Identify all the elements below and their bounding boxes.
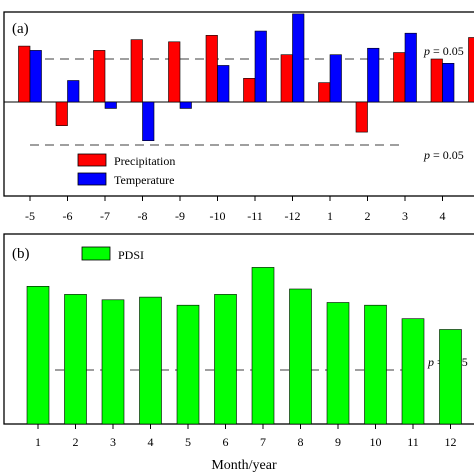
pdsi-bar bbox=[176, 304, 200, 425]
panel-b-frame bbox=[3, 233, 474, 425]
legend-swatch-pdsi bbox=[81, 246, 111, 261]
x-tick-label: -7 bbox=[100, 209, 110, 223]
significance-label: p = 0.05 bbox=[423, 44, 464, 58]
pdsi-bar bbox=[26, 285, 50, 425]
precipitation-bar bbox=[205, 35, 218, 103]
precipitation-bar bbox=[355, 101, 368, 133]
precipitation-bar bbox=[130, 39, 143, 103]
x-tick-label: -11 bbox=[247, 209, 263, 223]
temperature-bar bbox=[217, 65, 230, 103]
x-tick-label: 8 bbox=[298, 435, 304, 449]
x-tick-label: -12 bbox=[285, 209, 301, 223]
x-tick-label: 12 bbox=[445, 435, 457, 449]
x-tick-label: 5 bbox=[185, 435, 191, 449]
legend-swatch-temperature bbox=[77, 172, 107, 186]
precipitation-bar bbox=[430, 58, 443, 103]
precipitation-bar bbox=[393, 52, 406, 103]
temperature-bar bbox=[67, 80, 80, 103]
x-tick-label: 10 bbox=[370, 435, 382, 449]
x-tick-label: -8 bbox=[138, 209, 148, 223]
x-tick-label: -9 bbox=[175, 209, 185, 223]
pdsi-bar bbox=[251, 267, 275, 425]
x-tick-label: 3 bbox=[402, 209, 408, 223]
precipitation-bar bbox=[280, 54, 293, 103]
significance-label: p = 0.05 bbox=[423, 148, 464, 162]
temperature-bar bbox=[142, 101, 155, 142]
x-tick-label: -5 bbox=[25, 209, 35, 223]
legend-swatch-precipitation bbox=[77, 153, 107, 167]
x-tick-label: 2 bbox=[73, 435, 79, 449]
precipitation-bar bbox=[18, 45, 31, 103]
temperature-bar bbox=[329, 54, 342, 103]
panel-a-frame bbox=[3, 11, 474, 197]
precipitation-bar bbox=[168, 41, 181, 103]
x-tick-label: -6 bbox=[63, 209, 73, 223]
temperature-bar bbox=[442, 62, 455, 103]
x-tick-label: 9 bbox=[335, 435, 341, 449]
x-tick-label: 4 bbox=[148, 435, 154, 449]
temperature-bar bbox=[29, 50, 42, 103]
panel-a: (a) p = 0.05 p = 0.05 Precipitation Tempe… bbox=[3, 11, 474, 223]
temperature-bar bbox=[179, 101, 192, 109]
pdsi-bar bbox=[364, 304, 387, 425]
pdsi-bar bbox=[64, 294, 87, 425]
panel-b-label: (b) bbox=[12, 246, 30, 262]
panel-a-legend: Precipitation Temperature bbox=[77, 153, 175, 187]
legend-label-temperature: Temperature bbox=[114, 173, 174, 187]
temperature-bar bbox=[104, 101, 117, 109]
pdsi-bar bbox=[326, 302, 350, 425]
pdsi-bar bbox=[439, 329, 462, 425]
precipitation-bar bbox=[318, 82, 331, 103]
temperature-bar bbox=[404, 32, 417, 103]
precipitation-bar bbox=[93, 50, 106, 103]
precipitation-bar bbox=[55, 101, 68, 126]
x-tick-label: 3 bbox=[110, 435, 116, 449]
panel-b-legend: PDSI bbox=[81, 246, 144, 262]
x-tick-label: 7 bbox=[260, 435, 266, 449]
x-tick-label: 11 bbox=[407, 435, 419, 449]
panel-a-label: (a) bbox=[12, 21, 29, 37]
temperature-bar bbox=[292, 13, 305, 103]
legend-label-pdsi: PDSI bbox=[118, 248, 144, 262]
x-tick-label: 4 bbox=[440, 209, 446, 223]
temperature-bar bbox=[254, 30, 267, 103]
pdsi-bar bbox=[214, 294, 237, 425]
x-axis-title: Month/year bbox=[211, 458, 277, 473]
pdsi-bar bbox=[101, 299, 125, 425]
precipitation-bar bbox=[468, 37, 474, 103]
x-tick-label: -10 bbox=[210, 209, 226, 223]
pdsi-bar bbox=[401, 318, 425, 425]
pdsi-bar bbox=[289, 288, 312, 425]
x-tick-label: 1 bbox=[35, 435, 41, 449]
precipitation-bar bbox=[243, 78, 256, 103]
x-tick-label: 1 bbox=[327, 209, 333, 223]
pdsi-bar bbox=[139, 296, 162, 425]
x-tick-label: 6 bbox=[223, 435, 229, 449]
temperature-bar bbox=[367, 47, 380, 103]
x-tick-label: 2 bbox=[365, 209, 371, 223]
legend-label-precipitation: Precipitation bbox=[114, 154, 175, 168]
